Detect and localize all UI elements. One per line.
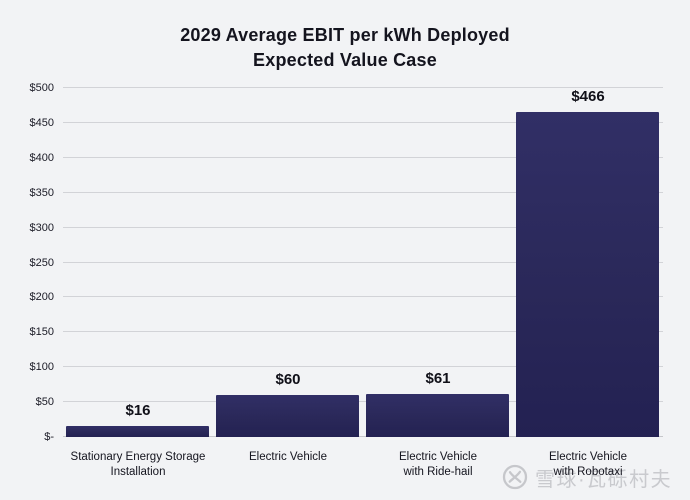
bar-category-label: Electric Vehicle — [249, 451, 327, 463]
bar — [66, 425, 209, 437]
watermark-text: 雪球·瓦砾村夫 — [535, 468, 673, 491]
chart-title-line2: Expected Value Case — [253, 50, 437, 70]
bar-value-label: $60 — [275, 371, 301, 389]
x-axis: Stationary Energy Storage Installation Ele… — [63, 450, 663, 479]
gridline — [63, 261, 663, 263]
y-tick-label: $250 — [29, 256, 54, 269]
chart-title-line1: 2029 Average EBIT per kWh Deployed — [180, 25, 510, 45]
y-tick-label: $500 — [29, 82, 54, 94]
bar-category-label: Electric Vehicle with Ride-hail — [399, 451, 477, 478]
bar-category-label: Stationary Energy Storage Installation — [70, 451, 206, 478]
gridline — [63, 226, 663, 228]
xueqiu-logo-icon — [502, 464, 528, 490]
y-tick-label: $450 — [29, 116, 54, 129]
bar-value-label: $61 — [425, 370, 451, 388]
gridline — [63, 156, 663, 158]
watermark: 雪球·瓦砾村夫 — [502, 464, 673, 491]
gridline — [63, 436, 663, 437]
bar-slot: $16 — [63, 88, 213, 437]
gridline — [63, 366, 663, 368]
bar — [366, 394, 509, 437]
bar-slot: $466 — [513, 88, 663, 437]
y-axis: $- $50 $100 $150 $200 $250 $300 $350 $400 $450 $50… — [0, 82, 54, 443]
plot-area: $16 $60 $61 $466 — [63, 87, 663, 437]
bar-category-label: Electric Vehicle with Robotaxi — [549, 451, 627, 478]
gridline — [63, 401, 663, 403]
y-tick-label: $400 — [29, 151, 54, 164]
bar — [216, 395, 359, 437]
y-tick-label: $300 — [29, 221, 54, 234]
gridline — [63, 191, 663, 193]
gridline — [63, 121, 663, 123]
y-tick-label: $150 — [29, 326, 54, 339]
gridline — [63, 87, 663, 88]
y-tick-label: $- — [44, 431, 54, 443]
bar-slot: $61 — [363, 88, 513, 437]
bar-slot: $60 — [213, 88, 363, 437]
bar — [516, 111, 659, 437]
gridline — [63, 331, 663, 333]
y-tick-label: $200 — [29, 291, 54, 304]
y-tick-label: $100 — [29, 361, 54, 374]
chart-title: 2029 Average EBIT per kWh Deployed Expec… — [0, 23, 690, 73]
y-tick-label: $350 — [29, 186, 54, 199]
y-tick-label: $50 — [35, 396, 54, 409]
bar-value-label: $16 — [125, 401, 151, 419]
bar-value-label: $466 — [571, 87, 605, 105]
gridline — [63, 296, 663, 298]
